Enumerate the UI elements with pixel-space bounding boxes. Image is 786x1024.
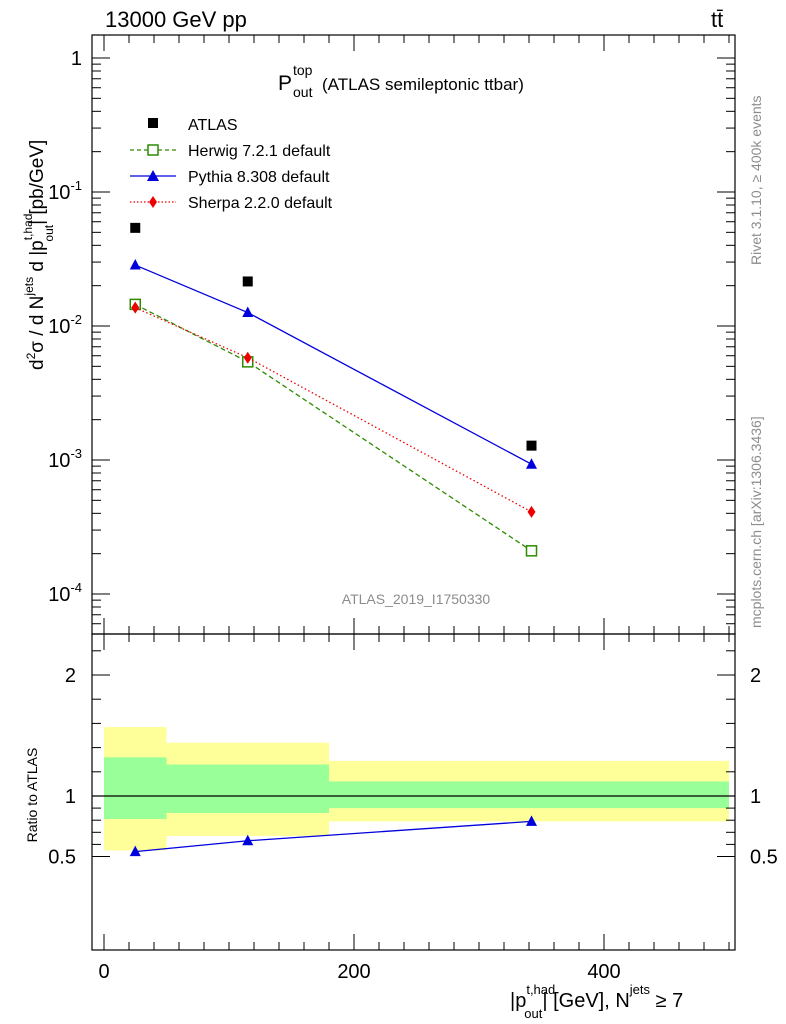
x-axis-label: |pt,had out| [GeV], Njets ≥ 7 xyxy=(510,982,683,1021)
ratio-y-tick-label-right: 1 xyxy=(750,786,761,808)
ratio-y-tick-label-right: 0.5 xyxy=(750,847,778,869)
x-tick-label: 0 xyxy=(98,961,109,983)
main-y-tick-label: 10-4 xyxy=(48,580,82,606)
data-point-pythia xyxy=(242,306,254,318)
main-panel: 1 10-1 10-2 10-3 10-4 P top out (ATLAS semil… xyxy=(21,34,736,635)
data-point-sherpa xyxy=(243,351,252,364)
ratio-y-tick-label-left: 1 xyxy=(65,786,76,808)
ratio-point-pythia xyxy=(242,834,254,846)
ratio-ylabel: Ratio to ATLAS xyxy=(24,748,40,843)
main-axes: 1 10-1 10-2 10-3 10-4 xyxy=(48,35,735,634)
plot-title-superscript: top xyxy=(293,62,313,78)
legend-item-pythia: Pythia 8.308 default xyxy=(130,169,330,186)
series-line-pythia xyxy=(134,264,532,465)
main-marks xyxy=(129,222,538,557)
analysis-id: ATLAS_2019_I1750330 xyxy=(342,591,491,607)
rivet-label: Rivet 3.1.10, ≥ 400k events xyxy=(748,95,764,265)
plot-title-text: (ATLAS semileptonic ttbar) xyxy=(322,75,524,94)
ratio-y-tick-label-right: 2 xyxy=(750,665,761,687)
legend-marker-sherpa xyxy=(149,196,157,208)
ratio-point-pythia xyxy=(129,845,141,857)
ratio-frame xyxy=(91,633,736,951)
ratio-y-tick-label-left: 0.5 xyxy=(48,847,76,869)
process-label: tt̄ xyxy=(711,7,723,32)
data-point-sherpa xyxy=(527,505,536,518)
ratio-marks xyxy=(129,815,537,857)
legend: ATLAS Herwig 7.2.1 default Pythia 8.308 … xyxy=(130,117,333,212)
legend-label-pythia: Pythia 8.308 default xyxy=(188,169,330,186)
data-point-pythia xyxy=(129,259,141,270)
legend-label-sherpa: Sherpa 2.2.0 default xyxy=(188,195,333,212)
energy-label: 13000 GeV pp xyxy=(105,7,247,32)
data-point-atlas xyxy=(242,276,253,287)
main-y-tick-label: 10-3 xyxy=(48,446,82,472)
series-line-sherpa xyxy=(134,307,532,513)
plot-title-symbol: P xyxy=(278,72,292,95)
legend-marker-herwig xyxy=(147,144,159,156)
legend-label-herwig: Herwig 7.2.1 default xyxy=(188,143,331,160)
data-point-atlas xyxy=(526,440,537,451)
band-inner xyxy=(166,764,329,813)
ratio-bands xyxy=(104,727,729,851)
main-y-tick-label: 1 xyxy=(71,48,82,70)
x-tick-label: 200 xyxy=(337,961,370,983)
main-y-tick-label: 10-2 xyxy=(48,312,82,338)
ratio-y-tick-label-left: 2 xyxy=(65,665,76,687)
data-point-herwig xyxy=(525,545,538,557)
legend-item-sherpa: Sherpa 2.2.0 default xyxy=(130,195,333,212)
main-ylabel: d2σ / d Njets d |pt,had out| [pb/GeV] xyxy=(21,140,56,370)
main-y-tick-label: 10-1 xyxy=(48,178,82,204)
legend-label-atlas: ATLAS xyxy=(188,117,238,134)
mcplots-label: mcplots.cern.ch [arXiv:1306.3436] xyxy=(748,416,764,628)
band-inner xyxy=(104,757,167,819)
plot-title-subscript: out xyxy=(293,84,313,100)
legend-item-herwig: Herwig 7.2.1 default xyxy=(130,143,331,160)
legend-marker-pythia xyxy=(147,170,159,181)
ratio-panel: 2 2 1 1 0.5 0.5 0 200 400 Ratio to ATLAS xyxy=(24,633,778,983)
legend-item-atlas: ATLAS xyxy=(148,117,238,134)
data-point-sherpa xyxy=(131,301,140,314)
series-line-herwig xyxy=(134,303,532,552)
data-point-atlas xyxy=(130,222,141,233)
ratio-axes: 2 2 1 1 0.5 0.5 0 200 400 xyxy=(48,634,778,983)
band-inner xyxy=(329,781,729,809)
ratio-point-pythia xyxy=(526,815,537,826)
x-tick-label: 400 xyxy=(587,961,620,983)
legend-marker-atlas xyxy=(148,118,158,128)
data-point-pythia xyxy=(526,458,537,469)
